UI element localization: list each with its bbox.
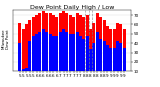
Bar (65, 32, 68, 81)
Bar (82, 17, 85, 81)
Bar (99, 17, 102, 81)
Bar (65, 13, 68, 81)
Bar (62, 29, 65, 81)
Bar (62, 11, 65, 81)
Bar (96, 32, 99, 81)
Bar (38, 32, 41, 81)
Bar (25, 25, 28, 81)
Bar (86, 36, 89, 81)
Bar (92, 23, 96, 81)
Bar (92, 43, 96, 81)
Bar (48, 34, 52, 81)
Bar (86, 15, 89, 81)
Bar (72, 17, 75, 81)
Bar (18, 23, 21, 81)
Bar (28, 41, 31, 81)
Text: Milwaukee
Dew Point: Milwaukee Dew Point (2, 29, 10, 49)
Title: Dew Point Daily High / Low: Dew Point Daily High / Low (30, 5, 114, 10)
Bar (52, 36, 55, 81)
Bar (28, 20, 31, 81)
Bar (32, 17, 35, 81)
Bar (103, 20, 106, 81)
Bar (106, 26, 109, 81)
Bar (123, 48, 126, 81)
Bar (116, 23, 119, 81)
Bar (42, 11, 45, 81)
Bar (38, 13, 41, 81)
Bar (59, 32, 62, 81)
Bar (55, 17, 58, 81)
Bar (79, 36, 82, 81)
Bar (103, 41, 106, 81)
Bar (76, 32, 79, 81)
Bar (69, 34, 72, 81)
Bar (45, 13, 48, 81)
Bar (109, 48, 112, 81)
Bar (18, 43, 21, 81)
Bar (79, 15, 82, 81)
Bar (52, 15, 55, 81)
Bar (25, 68, 28, 81)
Bar (42, 29, 45, 81)
Bar (55, 36, 58, 81)
Bar (89, 29, 92, 81)
Bar (32, 36, 35, 81)
Bar (22, 69, 25, 81)
Bar (22, 29, 25, 81)
Bar (35, 15, 38, 81)
Bar (99, 39, 102, 81)
Bar (59, 13, 62, 81)
Bar (89, 49, 92, 81)
Bar (119, 43, 122, 81)
Bar (113, 29, 116, 81)
Bar (116, 41, 119, 81)
Bar (35, 34, 38, 81)
Bar (96, 13, 99, 81)
Bar (123, 29, 126, 81)
Bar (48, 13, 52, 81)
Bar (82, 39, 85, 81)
Bar (119, 25, 122, 81)
Bar (106, 45, 109, 81)
Bar (69, 15, 72, 81)
Bar (45, 32, 48, 81)
Bar (72, 34, 75, 81)
Bar (113, 48, 116, 81)
Bar (109, 29, 112, 81)
Bar (76, 13, 79, 81)
